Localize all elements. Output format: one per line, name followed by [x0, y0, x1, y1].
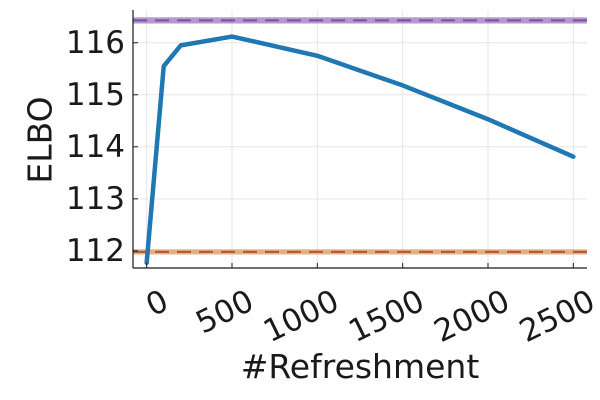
reference-bands [133, 17, 587, 255]
x-tick-label-3: 1500 [343, 283, 430, 350]
y-tick-label-2: 114 [66, 129, 125, 165]
series-line-0 [144, 34, 576, 266]
y-tick-label-0: 112 [66, 233, 125, 269]
y-tick-label-1: 113 [66, 181, 125, 217]
y-axis-label: ELBO [21, 96, 60, 183]
x-tick-label-0: 0 [140, 283, 174, 324]
series-layer [144, 34, 576, 266]
x-tick-label-1: 500 [190, 283, 259, 341]
x-tick-label-2: 1000 [258, 283, 345, 350]
y-tick-label-3: 115 [66, 77, 125, 113]
x-tick-label-5: 2500 [514, 283, 600, 350]
y-tick-labels: 112 113 114 115 116 [66, 25, 125, 269]
grid [133, 10, 587, 268]
axes [132, 10, 587, 269]
x-axis-label: #Refreshment [241, 347, 480, 386]
x-tick-label-4: 2000 [429, 283, 516, 350]
y-tick-label-4: 116 [66, 25, 125, 61]
